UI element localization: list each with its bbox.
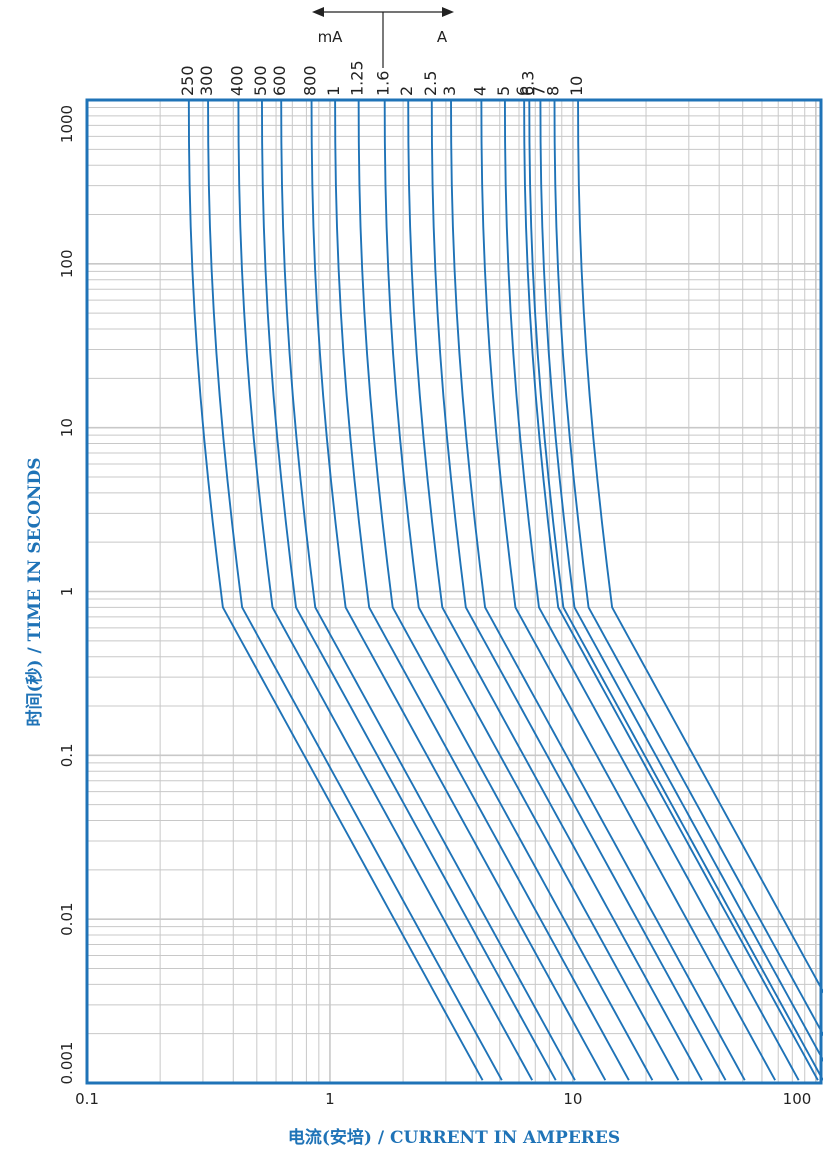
curve-label: 1 [324,86,343,96]
fuse-curve-1 [334,99,630,1081]
fuse-curve-250 [187,99,484,1081]
curve-label: 800 [301,65,320,96]
fuse-curve-8 [553,99,823,1037]
grid-lines [86,99,821,1084]
curve-labels: 250 300 400 500 600 800 1 1.25 1.6 2 2.5 3 4 5 66.378 1… [178,60,586,96]
curve-label: 8 [544,86,563,96]
x-axis-title: 电流(安培) / CURRENT IN AMPERES [288,1127,620,1148]
curve-label: 6.3 [518,71,537,96]
curve-label: 5 [494,86,513,96]
curve-label: 300 [197,65,216,96]
fuse-curves [187,99,823,1081]
y-tick-label: 10 [58,418,76,437]
fuse-curve-2 [407,99,703,1081]
unit-ma-label: mA [318,28,344,46]
fuse-curve-600 [280,99,576,1081]
y-tick-label: 0.01 [58,902,76,935]
y-tick-label: 1000 [58,105,76,143]
y-tick-label: 0.001 [58,1042,76,1085]
unit-indicator: mA A [312,7,454,68]
fuse-curve-10 [577,99,823,994]
unit-arrow-right-icon [442,7,454,17]
fuse-curve-400 [237,99,534,1081]
curve-label: 6 [513,86,532,96]
x-tick-label: 0.1 [75,1090,99,1108]
fuse-curve-500 [261,99,557,1081]
curve-label: 250 [178,65,197,96]
curve-label: 4 [470,86,489,96]
x-tick-labels: 0.1 1 10 100 [75,1090,811,1108]
curve-label: 600 [270,65,289,96]
curve-label: 10 [567,76,586,96]
fuse-curve-6 [523,99,819,1081]
fuse-curve-2.5 [430,99,727,1081]
curve-label: 400 [227,65,246,96]
fuse-curve-4 [480,99,776,1081]
fuse-curve-7 [539,99,823,1062]
fuse-curve-6.3 [528,99,823,1081]
fuse-curve-5 [503,99,800,1081]
x-tick-label: 1 [325,1090,335,1108]
fuse-curve-1.6 [383,99,680,1081]
curve-label: 7 [529,86,548,96]
y-tick-labels: 1000 100 10 1 0.1 0.01 0.001 [58,105,76,1085]
y-tick-label: 100 [58,250,76,279]
curve-label: 500 [251,65,270,96]
curve-label: 3 [440,86,459,96]
fuse-curve-3 [450,99,746,1081]
y-tick-label: 1 [58,587,76,597]
curve-label: 1.25 [348,60,367,96]
fuse-curve-800 [310,99,607,1081]
x-tick-label: 10 [563,1090,582,1108]
unit-a-label: A [437,28,448,46]
y-tick-label: 0.1 [58,743,76,767]
plot-frame [85,98,823,1085]
unit-arrow-left-icon [312,7,324,17]
fuse-curve-1.25 [357,99,654,1081]
curve-label: 1.6 [374,71,393,96]
curve-label: 2 [397,86,416,96]
fuse-curve-300 [207,99,503,1081]
x-tick-label: 100 [783,1090,812,1108]
curve-label: 2.5 [421,71,440,96]
y-axis-title: 时间(秒) / TIME IN SECONDS [24,458,45,727]
